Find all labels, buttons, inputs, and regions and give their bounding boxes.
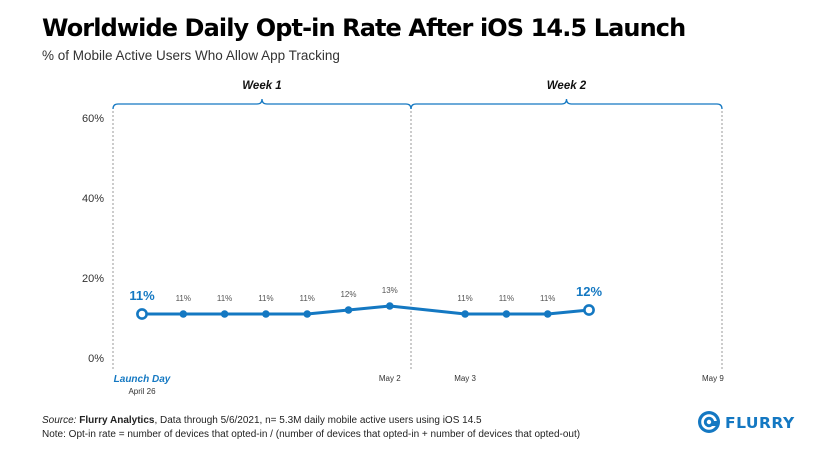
source-name: Flurry Analytics bbox=[79, 415, 155, 426]
data-label: 12% bbox=[340, 290, 356, 299]
data-label: 11% bbox=[540, 294, 555, 303]
y-tick-label: 20% bbox=[82, 273, 104, 285]
data-label: 11% bbox=[129, 288, 155, 303]
line-chart: Week 1 Week 2 0% 20% 40% 60% Launch Day April 2… bbox=[82, 80, 724, 396]
chart-title: Worldwide Daily Opt-in Rate After iOS 14… bbox=[42, 14, 686, 42]
data-point bbox=[179, 310, 188, 318]
data-label: 11% bbox=[457, 294, 472, 303]
x-tick-label: May 9 bbox=[702, 374, 724, 383]
y-tick-label: 60% bbox=[82, 113, 104, 125]
week-label: Week 1 bbox=[242, 80, 281, 92]
data-point bbox=[262, 310, 270, 318]
x-tick-label: May 3 bbox=[454, 374, 476, 383]
week-label: Week 2 bbox=[547, 80, 587, 92]
logo-text: FLURRY bbox=[725, 414, 795, 432]
data-point bbox=[136, 308, 148, 320]
source-label: Source: bbox=[42, 415, 77, 426]
data-label: 11% bbox=[499, 294, 514, 303]
data-point bbox=[344, 306, 353, 314]
data-point bbox=[220, 310, 229, 318]
data-point bbox=[461, 310, 469, 318]
y-tick-label: 40% bbox=[82, 193, 104, 205]
data-label: 11% bbox=[176, 294, 191, 303]
source-line: Source: Flurry Analytics, Data through 5… bbox=[42, 414, 580, 428]
x-tick-label: May 2 bbox=[379, 374, 401, 383]
data-label: 11% bbox=[299, 294, 314, 303]
data-point bbox=[583, 304, 595, 316]
data-label: 11% bbox=[258, 294, 273, 303]
data-point bbox=[303, 310, 312, 318]
y-tick-label: 0% bbox=[88, 353, 104, 365]
x-tick-caption: Launch Day bbox=[114, 374, 171, 385]
chart-subtitle: % of Mobile Active Users Who Allow App T… bbox=[42, 48, 340, 63]
week-bracket bbox=[112, 98, 412, 110]
series-line bbox=[142, 304, 590, 316]
footer: Source: Flurry Analytics, Data through 5… bbox=[42, 414, 580, 442]
data-label: 11% bbox=[217, 294, 232, 303]
data-label: 12% bbox=[576, 284, 602, 299]
data-point bbox=[543, 310, 552, 318]
data-point bbox=[502, 310, 511, 318]
footer-note: Note: Opt-in rate = number of devices th… bbox=[42, 429, 581, 440]
data-point bbox=[386, 302, 394, 310]
flurry-logo: FLURRY bbox=[696, 408, 801, 436]
data-label: 13% bbox=[382, 286, 398, 295]
x-tick-label: April 26 bbox=[128, 387, 156, 396]
source-text: , Data through 5/6/2021, n= 5.3M daily m… bbox=[154, 415, 482, 426]
week-bracket bbox=[410, 98, 723, 110]
